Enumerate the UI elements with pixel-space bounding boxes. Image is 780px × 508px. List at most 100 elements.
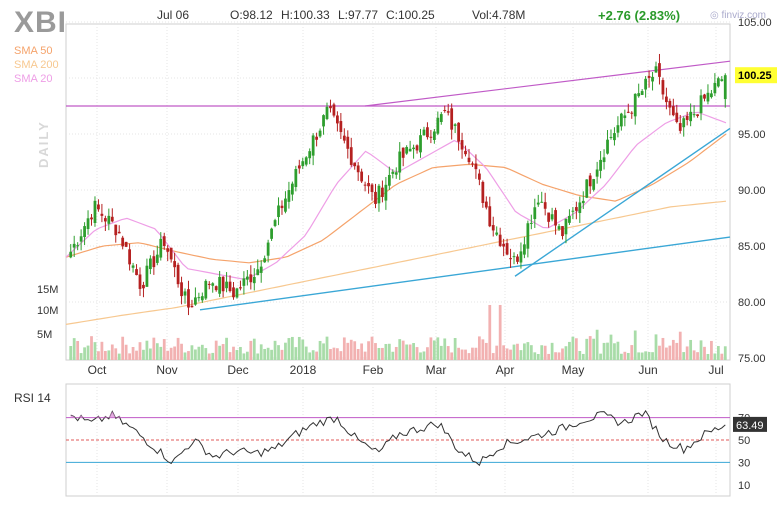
- candle-body: [280, 205, 284, 209]
- candle-body: [239, 287, 242, 289]
- candle-body: [284, 198, 287, 212]
- price-change: +2.76 (2.83%): [598, 8, 681, 23]
- volume-bar: [606, 342, 609, 360]
- candle-body: [696, 114, 699, 117]
- candle-body: [713, 82, 717, 94]
- brand-label: finviz.com: [721, 10, 766, 21]
- candle-body: [301, 161, 305, 167]
- volume-bar: [519, 350, 523, 360]
- volume-bar: [699, 340, 703, 360]
- volume-bar: [626, 352, 630, 360]
- volume-bar: [516, 343, 519, 360]
- candle-body: [297, 165, 301, 169]
- candle-body: [232, 287, 235, 298]
- volume-bar: [169, 347, 173, 360]
- volume-bar: [529, 345, 533, 360]
- volume-bar: [651, 352, 654, 360]
- candle-body: [367, 182, 370, 187]
- volume-bar: [297, 336, 301, 360]
- candle-body: [415, 145, 419, 151]
- candle-body: [173, 261, 177, 268]
- candle-body: [245, 276, 249, 280]
- candle-body: [218, 276, 222, 294]
- volume-bar: [713, 353, 717, 360]
- volume-bar: [304, 346, 308, 360]
- rsi-value-label: 63.49: [736, 420, 764, 432]
- candle-body: [194, 297, 197, 305]
- volume-bar: [360, 343, 364, 360]
- candle-body: [86, 218, 90, 230]
- candle-body: [405, 147, 409, 154]
- volume-bar: [131, 346, 135, 360]
- candle-body: [408, 148, 412, 152]
- volume-bar: [588, 336, 592, 360]
- volume-bar: [387, 343, 391, 360]
- volume-bar: [505, 348, 509, 360]
- candle-body: [488, 206, 492, 227]
- candle-body: [256, 269, 260, 276]
- volume-bar: [581, 353, 585, 360]
- candle-body: [595, 169, 599, 177]
- rsi-line: [70, 409, 726, 467]
- candle-body: [623, 115, 627, 119]
- volume-tick-label: 10M: [37, 305, 58, 317]
- volume-bar: [640, 352, 644, 360]
- volume-bar: [225, 337, 228, 360]
- candle-body: [419, 135, 422, 153]
- sma50-line: [65, 133, 727, 264]
- candle-body: [498, 234, 502, 246]
- candle-body: [315, 136, 319, 140]
- volume-bar: [609, 334, 613, 360]
- volume-bar: [599, 353, 602, 360]
- candle-body: [443, 109, 447, 111]
- volume-bar: [117, 353, 121, 360]
- candle-body: [647, 76, 651, 78]
- candle-body: [110, 216, 114, 222]
- volume-bar: [644, 351, 648, 360]
- candle-body: [176, 264, 180, 285]
- candle-body: [360, 171, 364, 182]
- quote-volume: Vol:4.78M: [472, 8, 526, 22]
- candle-body: [142, 284, 145, 289]
- volume-bar: [633, 330, 637, 360]
- candle-body: [107, 215, 111, 224]
- volume-bar: [363, 351, 367, 360]
- candle-body: [93, 200, 97, 223]
- volume-bar: [491, 353, 495, 360]
- candle-body: [529, 222, 533, 224]
- volume-bar: [661, 337, 665, 360]
- candle-body: [207, 283, 211, 285]
- volume-bar: [675, 342, 679, 360]
- candle-body: [370, 184, 374, 192]
- candle-body: [692, 114, 696, 116]
- candle-body: [588, 175, 592, 187]
- volume-bar: [135, 350, 138, 360]
- finviz-brand[interactable]: ◎ finviz.com: [710, 10, 766, 21]
- volume-bar: [453, 338, 457, 360]
- volume-bar: [574, 338, 578, 360]
- candle-body: [329, 106, 332, 109]
- candle-body: [422, 129, 426, 136]
- volume-bar: [467, 353, 471, 360]
- candle-body: [200, 296, 204, 301]
- volume-bar: [654, 334, 658, 360]
- candle-body: [325, 106, 329, 119]
- x-tick-label: Jul: [708, 363, 723, 377]
- candle-body: [249, 274, 253, 283]
- volume-bar: [457, 347, 460, 360]
- quote-date: Jul 06: [157, 8, 190, 22]
- volume-bar: [647, 351, 651, 360]
- volume-bar: [353, 341, 357, 360]
- candle-body: [72, 243, 76, 248]
- volume-bar: [290, 336, 294, 360]
- candle-body: [467, 157, 471, 163]
- volume-bar: [277, 345, 280, 360]
- volume-bar: [422, 351, 426, 360]
- candle-body: [166, 248, 170, 252]
- volume-bar: [245, 351, 249, 360]
- volume-bar: [692, 350, 696, 360]
- volume-bar: [557, 352, 561, 360]
- volume-bar: [284, 342, 287, 360]
- candle-body: [543, 202, 547, 209]
- candle-body: [381, 187, 384, 197]
